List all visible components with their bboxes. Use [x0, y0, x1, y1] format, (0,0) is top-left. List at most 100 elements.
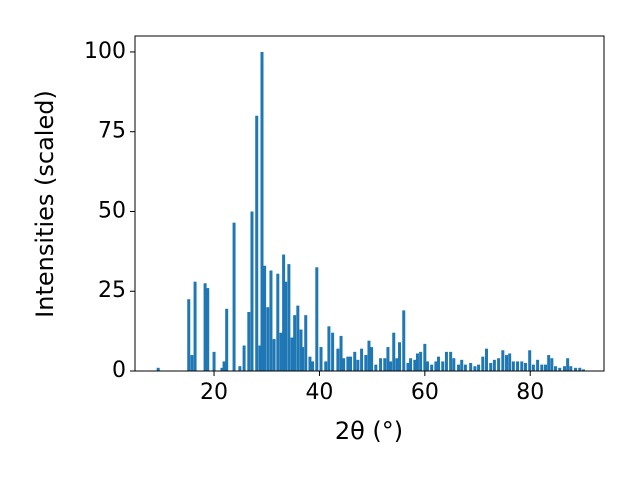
bar	[301, 347, 305, 371]
bar	[308, 356, 312, 371]
bar	[477, 364, 481, 371]
bar	[299, 329, 303, 371]
bar	[266, 307, 270, 371]
bar	[360, 348, 364, 371]
bar	[311, 361, 315, 371]
bar	[386, 347, 390, 371]
x-tick-label: 60	[411, 380, 439, 405]
bar	[566, 358, 570, 371]
bar	[379, 358, 383, 371]
bar	[225, 308, 229, 371]
bar	[349, 356, 353, 371]
bar	[346, 356, 350, 371]
bar	[536, 359, 540, 371]
bar	[550, 358, 554, 371]
bar	[269, 270, 273, 371]
bar	[481, 356, 485, 371]
bar	[279, 332, 283, 371]
bar	[336, 348, 340, 371]
bar	[220, 367, 224, 371]
bar	[501, 350, 505, 371]
bar	[497, 358, 501, 371]
bar	[469, 363, 473, 371]
y-tick-label: 25	[98, 278, 126, 303]
bar	[430, 364, 434, 371]
bar	[187, 299, 191, 371]
bar	[423, 343, 427, 371]
bar	[492, 359, 496, 371]
bar	[383, 358, 387, 371]
bar	[547, 355, 551, 371]
bar	[193, 281, 197, 371]
bar	[353, 351, 357, 371]
bar	[544, 364, 548, 371]
bar	[282, 254, 286, 371]
bar	[222, 361, 226, 371]
bar	[392, 332, 396, 371]
bar	[508, 353, 512, 371]
bar	[242, 345, 246, 371]
bar	[331, 332, 335, 371]
bar	[516, 361, 520, 371]
bar	[419, 351, 423, 371]
bar	[398, 342, 402, 371]
bar	[156, 367, 160, 371]
bar	[425, 361, 429, 371]
bar	[367, 340, 371, 371]
bar	[238, 366, 242, 371]
bar	[260, 51, 264, 371]
bar	[212, 351, 216, 371]
bar	[505, 355, 509, 371]
bar	[272, 339, 276, 371]
bar	[327, 326, 331, 371]
bar	[304, 315, 308, 371]
bar	[437, 356, 441, 371]
bar	[449, 351, 453, 371]
bar	[324, 361, 328, 371]
bar	[413, 359, 417, 371]
y-tick-label: 75	[98, 119, 126, 144]
bar	[342, 358, 346, 371]
bar	[276, 273, 280, 371]
y-axis-label: Intensities (scaled)	[31, 90, 59, 318]
bar	[574, 367, 578, 371]
y-tick-label: 100	[84, 39, 126, 64]
bar	[581, 369, 585, 371]
bar	[520, 361, 524, 371]
x-tick-label: 20	[200, 380, 228, 405]
bar	[232, 222, 236, 371]
bar	[206, 288, 210, 371]
bar	[284, 281, 288, 371]
bar	[562, 366, 566, 371]
x-tick-label: 80	[516, 380, 544, 405]
bar	[364, 355, 368, 371]
bar	[255, 115, 259, 371]
bar	[523, 363, 527, 371]
bar	[434, 361, 438, 371]
bar	[258, 345, 262, 371]
bar	[370, 347, 374, 371]
bar	[463, 364, 467, 371]
bar	[578, 367, 582, 371]
bar	[528, 350, 532, 371]
bar	[374, 364, 378, 371]
bar	[406, 363, 410, 371]
bar	[484, 348, 488, 371]
bar	[290, 337, 294, 371]
bar	[540, 364, 544, 371]
bar	[315, 267, 319, 371]
bar	[203, 283, 207, 371]
bar	[190, 355, 194, 371]
bar	[441, 361, 445, 371]
bar	[250, 211, 254, 371]
bar	[287, 264, 291, 371]
bar	[473, 366, 477, 371]
bar	[409, 358, 413, 371]
bar	[356, 359, 360, 371]
bar	[558, 367, 562, 371]
bar	[415, 353, 419, 371]
bar	[444, 351, 448, 371]
bar	[402, 310, 406, 371]
